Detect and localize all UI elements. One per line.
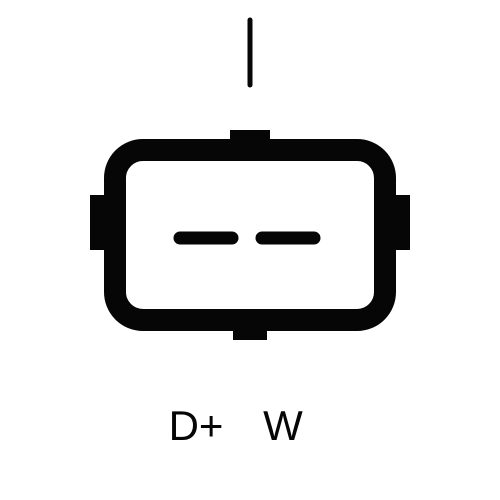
connector-icon <box>90 130 410 340</box>
connector-body <box>115 150 385 320</box>
pin-label-left: D+ <box>169 402 224 449</box>
pin-label-right: W <box>263 402 303 449</box>
